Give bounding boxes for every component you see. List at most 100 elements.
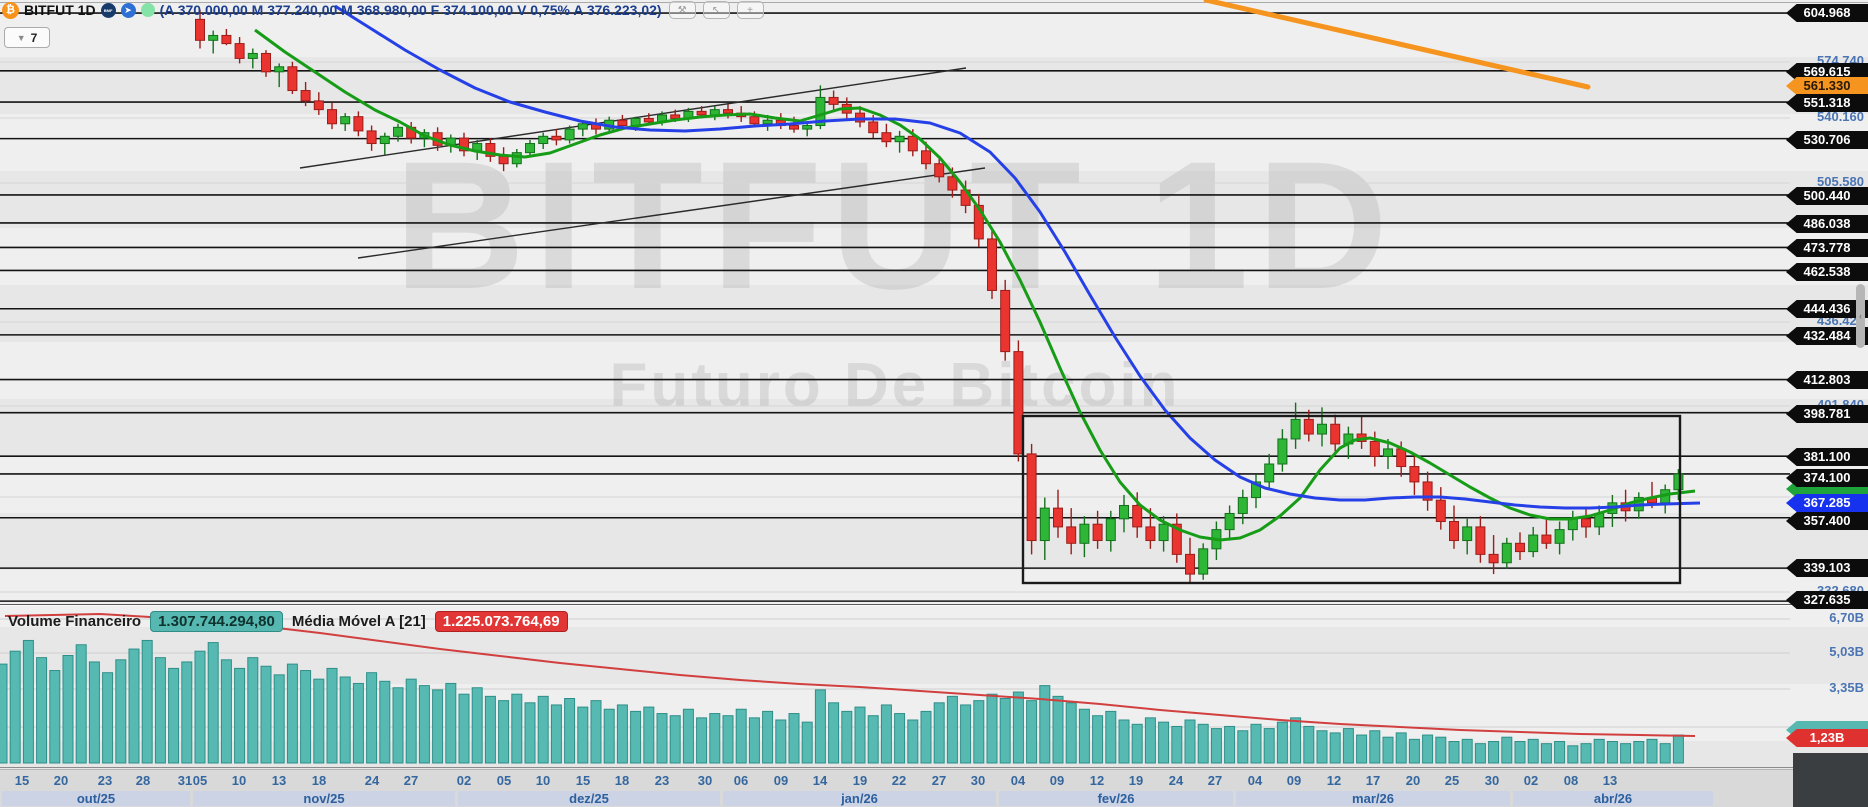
price-tag-black[interactable]: 500.440	[1786, 187, 1868, 205]
volume-bar	[9, 650, 21, 764]
volume-tag-red[interactable]: 1,23B	[1786, 729, 1868, 747]
candle-body	[881, 132, 892, 143]
time-axis-day-label: 22	[891, 773, 907, 788]
volume-bar	[0, 663, 8, 764]
candle-body	[366, 130, 377, 145]
candle-body	[525, 143, 535, 154]
candle-body	[1541, 534, 1552, 544]
time-axis-day-label: 19	[852, 773, 868, 788]
axis-scrollbar[interactable]: ‹	[1856, 284, 1865, 348]
price-tag-black[interactable]: 327.635	[1786, 591, 1868, 609]
time-axis-day-label: 15	[14, 773, 30, 788]
price-tag-black[interactable]: 432.484	[1786, 327, 1868, 345]
channel-trendline[interactable]	[357, 167, 986, 259]
volume-bar	[564, 698, 576, 764]
volume-bar	[1448, 741, 1460, 764]
volume-bar	[234, 667, 246, 764]
candle-body	[907, 135, 918, 152]
candle-body	[828, 96, 839, 105]
price-tag-black[interactable]: 339.103	[1786, 559, 1868, 577]
price-tag-black[interactable]: 381.100	[1786, 448, 1868, 466]
price-tag-blue[interactable]: 367.285	[1786, 494, 1868, 512]
candle-body	[1237, 497, 1248, 514]
volume-bar	[1369, 730, 1381, 764]
price-tag-orange[interactable]: 561.330	[1786, 77, 1868, 95]
volume-bar	[366, 672, 378, 764]
candle-body	[551, 135, 562, 141]
candle-body	[1581, 518, 1591, 528]
tools-button[interactable]: ⚒	[668, 1, 696, 19]
price-tag-black[interactable]: 374.100	[1786, 469, 1868, 487]
volume-bar	[1078, 708, 1090, 764]
price-tag-black[interactable]: 412.803	[1786, 371, 1868, 389]
price-tag-black[interactable]: 357.400	[1786, 512, 1868, 530]
plus-icon: +	[747, 4, 754, 16]
volume-bar	[88, 661, 100, 764]
price-tag-black[interactable]: 462.538	[1786, 263, 1868, 281]
candle-body	[287, 66, 298, 92]
consolidation-box[interactable]	[1021, 414, 1682, 585]
price-tag-black[interactable]: 604.968	[1786, 4, 1868, 22]
volume-bar	[273, 674, 285, 764]
candle-body	[894, 135, 905, 143]
price-axis[interactable]: ‹ 574.740 540.160 505.580 436.420 401.840 332…	[1784, 0, 1868, 807]
price-tag-black[interactable]: 551.318	[1786, 94, 1868, 112]
volume-bar	[1184, 719, 1196, 764]
volume-bar	[630, 710, 642, 764]
price-tag-black[interactable]: 444.436	[1786, 300, 1868, 318]
volume-bar	[616, 704, 628, 764]
candle-body	[1673, 473, 1684, 491]
price-tag-black[interactable]: 398.781	[1786, 405, 1868, 423]
chevron-down-icon: ▼	[16, 32, 26, 43]
objects-count-badge[interactable]: ▼ 7	[4, 27, 50, 48]
volume-bar	[379, 680, 391, 764]
candle-body	[459, 137, 469, 152]
time-axis-day-label: 13	[271, 773, 287, 788]
pointer-button[interactable]: ↖	[702, 1, 730, 19]
ohlc-quote: (A 370.000,00 M 377.240,00 M 368.980,00 …	[159, 2, 662, 18]
volume-bar	[1659, 743, 1671, 764]
time-axis[interactable]: 15 20 23 28 31 05 10 13 18 24 27 02 05 10 15 18 23 30 06 09…	[0, 769, 1868, 807]
bitcoin-icon: ₿	[2, 1, 19, 19]
volume-bar	[1461, 738, 1473, 764]
price-tag-black[interactable]: 530.706	[1786, 131, 1868, 149]
time-axis-month-band: dez/25	[458, 791, 720, 806]
add-button[interactable]: +	[736, 1, 764, 19]
time-axis-day-label: 05	[192, 773, 208, 788]
candle-body	[538, 135, 549, 145]
volume-bar	[207, 642, 219, 764]
volume-bar	[1488, 741, 1500, 764]
candle-body	[234, 43, 245, 59]
time-axis-day-label: 10	[535, 773, 551, 788]
volume-bar	[115, 659, 127, 764]
volume-bar	[1435, 736, 1447, 764]
volume-bar	[49, 670, 61, 764]
pane-divider[interactable]	[0, 604, 1868, 605]
time-axis-day-label: 14	[812, 773, 828, 788]
time-axis-day-label: 20	[53, 773, 69, 788]
time-axis-month-band: mar/26	[1236, 791, 1510, 806]
volume-bar	[168, 667, 180, 764]
volume-bar	[1395, 732, 1407, 764]
price-tag-black[interactable]: 486.038	[1786, 215, 1868, 233]
volume-bar	[1316, 730, 1328, 764]
volume-bar	[537, 695, 549, 764]
time-axis-day-label: 02	[1523, 773, 1539, 788]
volume-bar	[1224, 725, 1236, 764]
orange-trendline[interactable]	[1203, 0, 1591, 90]
volume-bar	[550, 704, 562, 764]
price-tag-black[interactable]: 569.615	[1786, 63, 1868, 81]
candle-body	[221, 34, 232, 45]
candle-body	[1290, 418, 1301, 440]
candle-body	[379, 135, 390, 145]
volume-bar	[22, 639, 34, 764]
volume-bar	[75, 644, 87, 764]
volume-bar	[471, 687, 483, 764]
candle-body	[1013, 351, 1024, 455]
volume-bar	[1593, 738, 1605, 764]
volume-bar	[220, 659, 232, 764]
time-axis-day-label: 27	[403, 773, 419, 788]
volume-bar	[682, 708, 694, 764]
price-tag-black[interactable]: 473.778	[1786, 239, 1868, 257]
chart-canvas[interactable]	[0, 0, 1790, 807]
